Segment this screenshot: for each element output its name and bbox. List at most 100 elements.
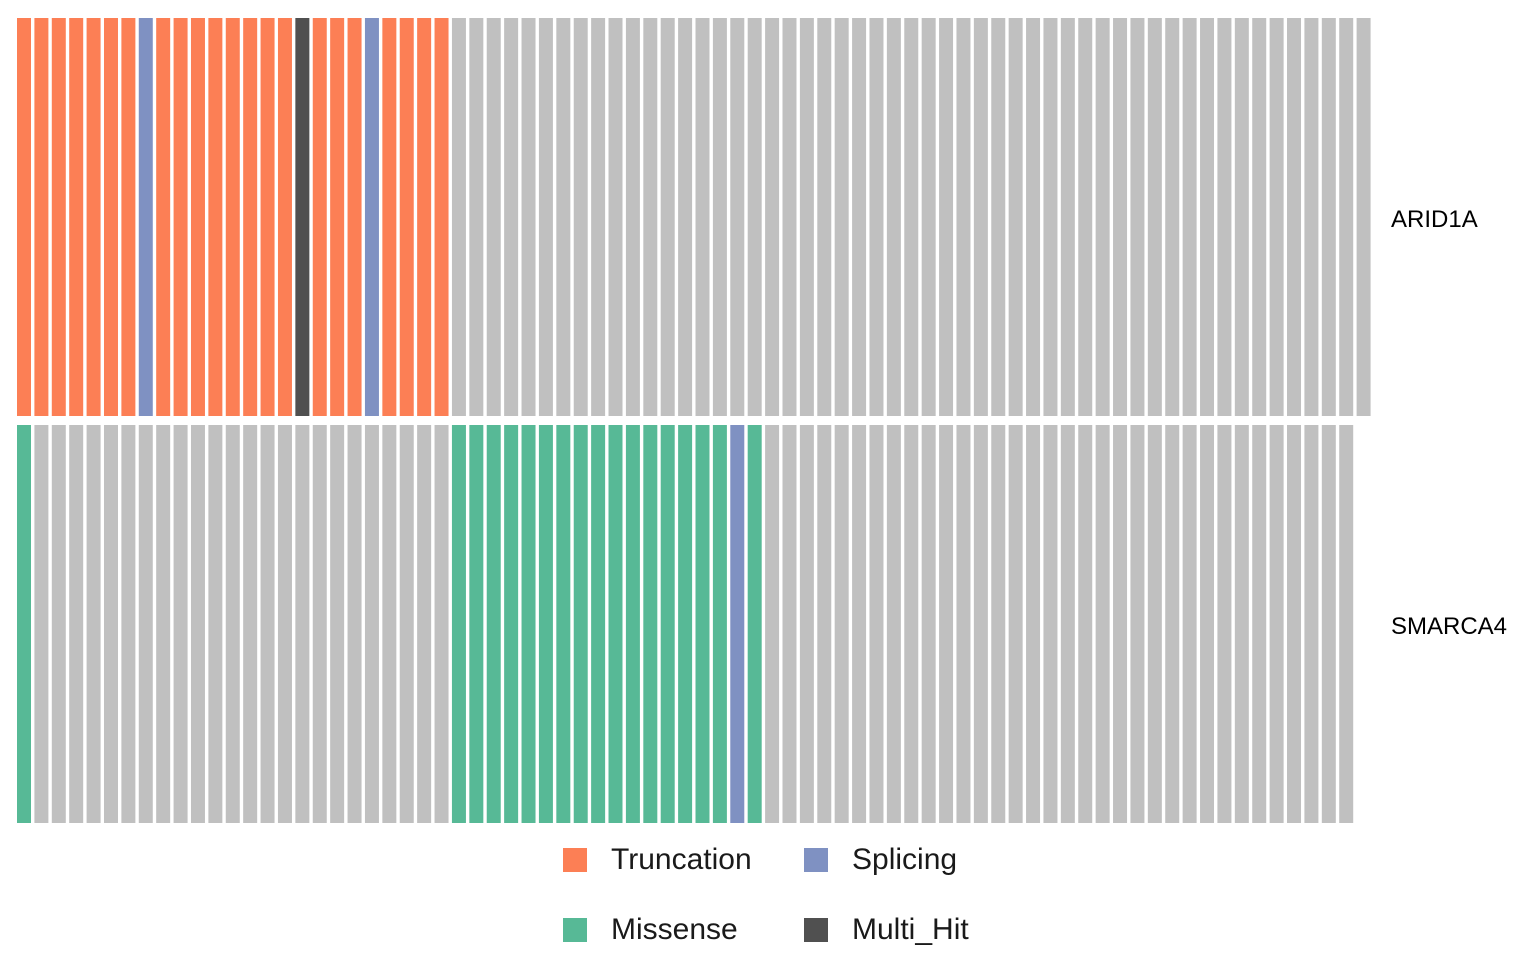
- cell-smarca4-75: [1304, 425, 1319, 823]
- cell-arid1a-14: [243, 18, 258, 416]
- cell-smarca4-60: [1043, 425, 1058, 823]
- cell-arid1a-72: [1252, 18, 1267, 416]
- cell-smarca4-9: [156, 425, 171, 823]
- cell-smarca4-65: [1130, 425, 1145, 823]
- legend: Truncation Splicing Missense Multi_Hit: [563, 838, 1043, 958]
- cell-arid1a-47: [817, 18, 832, 416]
- row-label-smarca4: SMARCA4: [1391, 613, 1507, 640]
- cell-arid1a-41: [712, 18, 727, 416]
- cell-arid1a-27: [469, 18, 484, 416]
- cell-smarca4-24: [417, 425, 432, 823]
- cell-smarca4-10: [173, 425, 188, 823]
- cell-smarca4-16: [277, 425, 292, 823]
- cell-arid1a-9: [156, 18, 171, 416]
- cell-arid1a-3: [51, 18, 66, 416]
- cell-arid1a-55: [956, 18, 971, 416]
- cell-smarca4-46: [799, 425, 814, 823]
- cell-smarca4-55: [956, 425, 971, 823]
- cell-arid1a-57: [991, 18, 1006, 416]
- cell-smarca4-26: [451, 425, 466, 823]
- cell-smarca4-17: [295, 425, 310, 823]
- cell-arid1a-32: [556, 18, 571, 416]
- cell-smarca4-47: [817, 425, 832, 823]
- cell-smarca4-12: [208, 425, 223, 823]
- cell-arid1a-53: [921, 18, 936, 416]
- cell-smarca4-30: [521, 425, 536, 823]
- cell-smarca4-62: [1078, 425, 1093, 823]
- cell-arid1a-49: [852, 18, 867, 416]
- cell-arid1a-25: [434, 18, 449, 416]
- cell-smarca4-67: [1165, 425, 1180, 823]
- legend-swatch-truncation: [563, 848, 587, 872]
- cell-smarca4-61: [1060, 425, 1075, 823]
- cell-arid1a-21: [364, 18, 379, 416]
- cell-arid1a-54: [939, 18, 954, 416]
- cell-smarca4-68: [1182, 425, 1197, 823]
- cell-arid1a-46: [799, 18, 814, 416]
- cell-arid1a-17: [295, 18, 310, 416]
- cell-arid1a-76: [1321, 18, 1336, 416]
- cell-smarca4-64: [1113, 425, 1128, 823]
- cell-arid1a-36: [625, 18, 640, 416]
- cell-arid1a-4: [69, 18, 84, 416]
- cell-arid1a-65: [1130, 18, 1145, 416]
- cell-smarca4-37: [643, 425, 658, 823]
- cell-arid1a-56: [973, 18, 988, 416]
- legend-item-splicing: Splicing: [804, 840, 957, 880]
- cell-smarca4-53: [921, 425, 936, 823]
- cell-arid1a-64: [1113, 18, 1128, 416]
- cell-arid1a-68: [1182, 18, 1197, 416]
- cell-arid1a-69: [1200, 18, 1215, 416]
- cell-smarca4-36: [625, 425, 640, 823]
- cell-smarca4-70: [1217, 425, 1232, 823]
- cell-arid1a-78: [1356, 18, 1371, 416]
- cell-smarca4-8: [138, 425, 153, 823]
- cell-arid1a-58: [1008, 18, 1023, 416]
- cell-smarca4-11: [190, 425, 205, 823]
- cell-arid1a-66: [1147, 18, 1162, 416]
- legend-item-multi-hit: Multi_Hit: [804, 910, 969, 950]
- cell-smarca4-21: [364, 425, 379, 823]
- cell-arid1a-48: [834, 18, 849, 416]
- cell-smarca4-6: [103, 425, 118, 823]
- cell-arid1a-6: [103, 18, 118, 416]
- cell-smarca4-1: [17, 425, 31, 823]
- cell-smarca4-28: [486, 425, 501, 823]
- cell-smarca4-31: [538, 425, 553, 823]
- cell-smarca4-59: [1026, 425, 1041, 823]
- cell-arid1a-22: [382, 18, 397, 416]
- cell-arid1a-11: [190, 18, 205, 416]
- legend-swatch-multi-hit: [804, 918, 828, 942]
- cell-smarca4-52: [904, 425, 919, 823]
- cell-smarca4-18: [312, 425, 327, 823]
- cell-arid1a-50: [869, 18, 884, 416]
- cell-smarca4-25: [434, 425, 449, 823]
- cell-arid1a-26: [451, 18, 466, 416]
- cell-smarca4-41: [712, 425, 727, 823]
- cell-smarca4-7: [121, 425, 136, 823]
- cell-arid1a-63: [1095, 18, 1110, 416]
- cell-arid1a-35: [608, 18, 623, 416]
- cell-arid1a-61: [1060, 18, 1075, 416]
- cell-smarca4-72: [1252, 425, 1267, 823]
- cell-smarca4-27: [469, 425, 484, 823]
- cell-smarca4-40: [695, 425, 710, 823]
- cell-arid1a-75: [1304, 18, 1319, 416]
- oncoprint-heatmap: ARID1A SMARCA4: [17, 18, 1507, 823]
- cell-smarca4-56: [973, 425, 988, 823]
- cell-smarca4-77: [1339, 425, 1354, 823]
- cell-arid1a-45: [782, 18, 797, 416]
- cell-smarca4-13: [225, 425, 240, 823]
- legend-label-missense: Missense: [611, 913, 738, 946]
- cell-smarca4-2: [34, 425, 49, 823]
- cell-arid1a-13: [225, 18, 240, 416]
- cell-smarca4-14: [243, 425, 258, 823]
- cell-arid1a-67: [1165, 18, 1180, 416]
- cell-arid1a-74: [1287, 18, 1302, 416]
- cell-arid1a-2: [34, 18, 49, 416]
- cell-arid1a-62: [1078, 18, 1093, 416]
- cell-smarca4-15: [260, 425, 275, 823]
- cell-arid1a-39: [678, 18, 693, 416]
- cell-smarca4-35: [608, 425, 623, 823]
- cell-smarca4-49: [852, 425, 867, 823]
